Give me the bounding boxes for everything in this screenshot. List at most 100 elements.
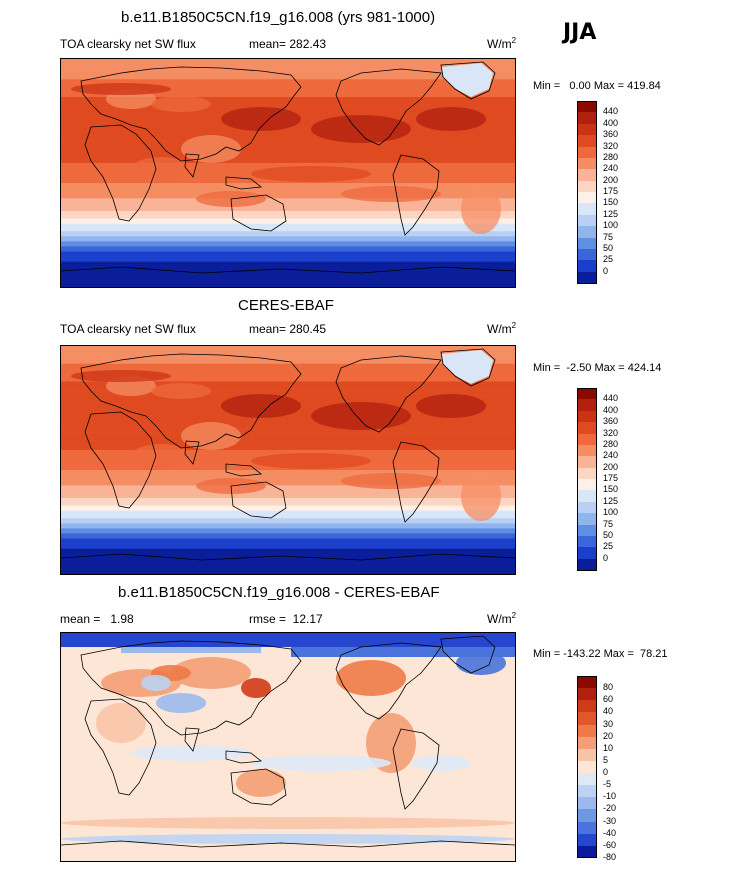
coastline	[230, 481, 287, 519]
zonal-band	[61, 498, 515, 501]
field-patch	[71, 370, 171, 382]
zonal-band	[61, 500, 515, 504]
colorbar-cell	[577, 760, 597, 774]
zonal-band	[61, 432, 515, 435]
zonal-band	[61, 381, 515, 385]
map-diff-plot	[61, 633, 515, 861]
zonal-band	[61, 414, 515, 418]
colorbar-tick-label: 280	[603, 151, 619, 162]
diff-patch	[236, 769, 286, 797]
zonal-band	[61, 376, 515, 380]
colorbar-tick-label: 75	[603, 231, 614, 242]
colorbar-tick-label: 360	[603, 416, 619, 427]
coastline	[61, 553, 515, 561]
colorbar-cell	[577, 809, 597, 823]
colorbar-cell	[577, 748, 597, 762]
zonal-band	[61, 157, 515, 161]
colorbar-cell	[577, 410, 597, 423]
field-patch	[151, 383, 211, 399]
zonal-band	[61, 249, 515, 252]
zonal-band	[61, 211, 515, 214]
zonal-band	[61, 259, 515, 262]
zonal-band	[61, 160, 515, 164]
zonal-band	[61, 198, 515, 202]
zonal-band	[61, 358, 515, 362]
zonal-band	[61, 384, 515, 387]
zonal-band	[61, 518, 515, 522]
colorbar-tick-label: 20	[603, 730, 614, 741]
coastline	[392, 728, 440, 810]
zonal-band	[61, 520, 515, 524]
field-patch	[221, 107, 301, 131]
zonal-band	[61, 416, 515, 420]
zonal-band	[61, 495, 515, 499]
zonal-band	[61, 84, 515, 88]
colorbar-cell	[577, 123, 597, 136]
diff-patch	[156, 693, 206, 713]
colorbar-cell	[577, 444, 597, 457]
zonal-band	[61, 538, 515, 542]
zonal-band	[61, 378, 515, 382]
zonal-band	[61, 94, 515, 98]
zonal-band	[61, 162, 515, 166]
zonal-band	[61, 533, 515, 537]
colorbar-cell	[577, 501, 597, 514]
panel-title: b.e11.B1850C5CN.f19_g16.008 - CERES-EBAF	[118, 584, 440, 601]
zonal-band	[61, 193, 515, 197]
field-patch	[416, 107, 486, 131]
colorbar-diff: 80 60 40 30 20 10 5 0 -5 -10 -20 -30 -40 -60 -80	[577, 676, 637, 862]
zonal-band	[61, 254, 515, 257]
zonal-band	[61, 541, 515, 544]
zonal-band	[61, 59, 515, 62]
coastline	[225, 750, 263, 764]
colorbar-cell	[577, 248, 597, 261]
coastline	[230, 768, 287, 806]
field-patch	[341, 473, 441, 489]
colorbar-tick-label: 25	[603, 541, 614, 552]
greenland-ice	[441, 63, 493, 97]
colorbar-tick-label: 100	[603, 220, 619, 231]
zonal-band	[61, 226, 515, 230]
diff-patch	[141, 675, 171, 691]
zonal-band	[61, 218, 515, 222]
colorbar-tick-label: 125	[603, 208, 619, 219]
zonal-band	[61, 185, 515, 189]
zonal-band	[61, 467, 515, 471]
zonal-band	[61, 205, 515, 209]
colorbar-cell	[577, 214, 597, 227]
zonal-band	[61, 470, 515, 473]
colorbar-tick-label: 60	[603, 694, 614, 705]
colorbar-tick-label: 10	[603, 742, 614, 753]
panel-minmax-label: Min = -2.50 Max = 424.14	[533, 362, 662, 374]
colorbar-tick-label: 150	[603, 197, 619, 208]
zonal-band	[61, 135, 515, 138]
colorbar-tick-label: 175	[603, 473, 619, 483]
panel-minmax-label: Min = 0.00 Max = 419.84	[533, 80, 661, 92]
zonal-band	[61, 91, 515, 95]
colorbar-tick-label: 400	[603, 117, 619, 128]
zonal-band	[61, 208, 515, 212]
zonal-band	[61, 391, 515, 395]
zonal-band	[61, 386, 515, 390]
diff-patch	[456, 651, 506, 675]
zonal-band	[61, 261, 515, 265]
zonal-band	[61, 480, 515, 484]
panel-units-label: W/m2	[487, 321, 517, 336]
zonal-band	[61, 223, 515, 227]
panel-rmse-label: rmse = 12.17	[249, 612, 323, 626]
colorbar-tick-label: -30	[603, 815, 617, 826]
zonal-band	[61, 346, 515, 349]
colorbar-cell	[577, 456, 597, 469]
colorbar-cell	[577, 845, 597, 859]
colorbar-tick-label: 50	[603, 242, 614, 253]
diff-patch	[96, 703, 146, 743]
zonal-band	[61, 482, 515, 486]
zonal-band	[61, 241, 515, 245]
colorbar-cell	[577, 467, 597, 480]
coastline	[335, 68, 442, 146]
model-texture	[61, 63, 515, 287]
zonal-band	[61, 183, 515, 186]
map-obs-plot	[61, 346, 515, 574]
zonal-band	[61, 155, 515, 159]
coastline	[440, 635, 496, 674]
